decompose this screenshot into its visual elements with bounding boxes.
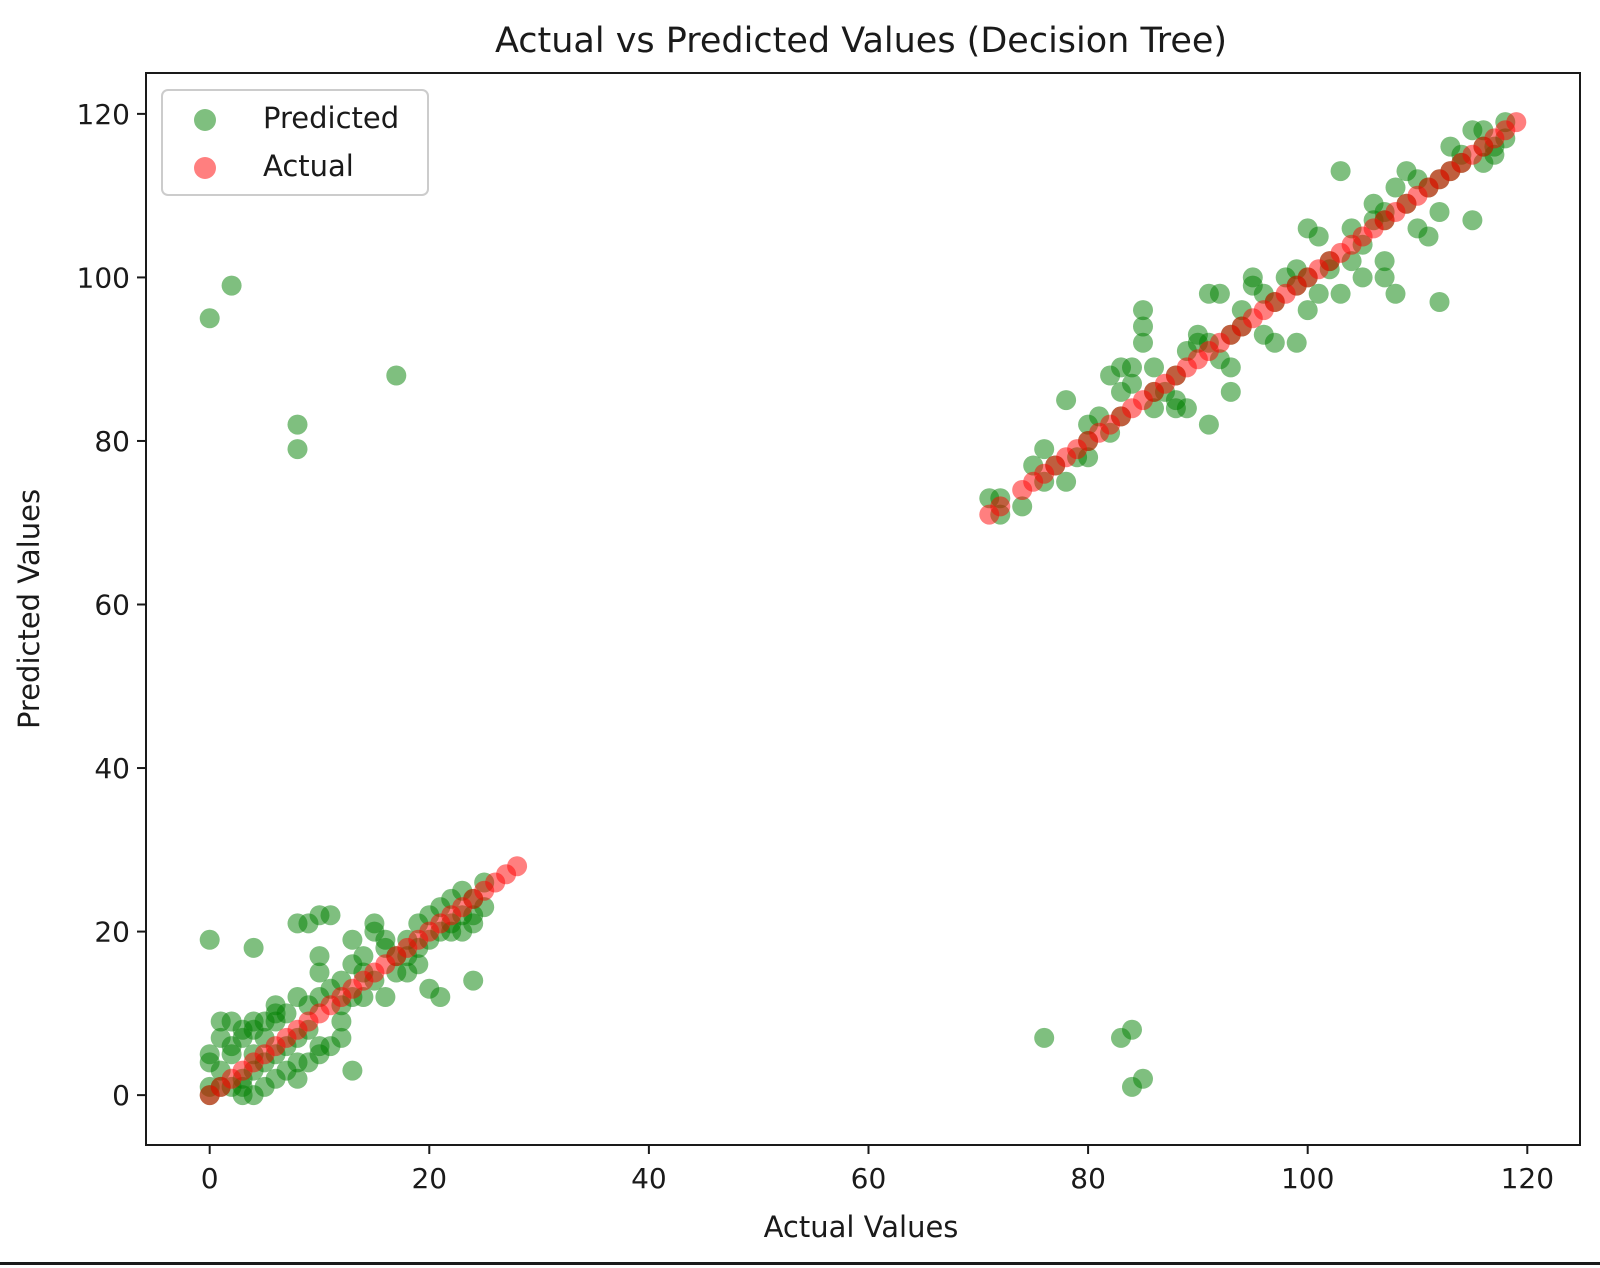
chart-title: Actual vs Predicted Values (Decision Tre… bbox=[495, 21, 1227, 61]
predicted-point bbox=[353, 946, 374, 967]
x-axis-label: Actual Values bbox=[764, 1210, 959, 1244]
y-tick-label: 120 bbox=[77, 98, 130, 131]
y-tick-label: 100 bbox=[77, 261, 130, 294]
predicted-point bbox=[1374, 267, 1395, 288]
legend-label-predicted: Predicted bbox=[263, 101, 399, 135]
predicted-point bbox=[309, 946, 330, 967]
predicted-point bbox=[1220, 381, 1241, 402]
legend: Predicted Actual bbox=[161, 89, 429, 196]
predicted-point bbox=[1056, 471, 1077, 492]
predicted-point bbox=[1122, 373, 1142, 394]
predicted-point bbox=[243, 937, 264, 958]
predicted-point bbox=[1429, 292, 1450, 312]
bottom-border bbox=[0, 1262, 1600, 1265]
actual-point bbox=[990, 496, 1011, 517]
predicted-point bbox=[1144, 357, 1164, 378]
predicted-point bbox=[1034, 1027, 1055, 1048]
legend-marker-predicted bbox=[194, 109, 216, 131]
predicted-point bbox=[1133, 1068, 1153, 1089]
predicted-point bbox=[265, 995, 286, 1016]
predicted-point bbox=[1209, 283, 1230, 304]
predicted-point bbox=[1418, 226, 1439, 247]
predicted-point bbox=[1385, 177, 1406, 198]
predicted-point bbox=[331, 1027, 352, 1048]
predicted-point bbox=[1330, 283, 1351, 304]
predicted-point bbox=[1352, 267, 1373, 288]
y-tick-label: 60 bbox=[94, 589, 130, 622]
predicted-point bbox=[1220, 357, 1241, 378]
predicted-point bbox=[309, 1036, 330, 1057]
predicted-point bbox=[1056, 390, 1077, 411]
predicted-point bbox=[309, 962, 330, 983]
x-tick-label: 40 bbox=[631, 1162, 667, 1195]
predicted-point bbox=[1133, 316, 1153, 337]
predicted-point bbox=[342, 929, 363, 950]
predicted-point bbox=[1330, 161, 1351, 182]
predicted-point bbox=[1429, 202, 1450, 222]
x-tick-label: 120 bbox=[1501, 1162, 1554, 1195]
x-tick-label: 20 bbox=[411, 1162, 447, 1195]
predicted-point bbox=[331, 1011, 352, 1032]
legend-label-actual: Actual bbox=[263, 149, 354, 183]
points-layer bbox=[199, 112, 1527, 1106]
predicted-point bbox=[287, 1068, 308, 1089]
x-tick-label: 80 bbox=[1070, 1162, 1106, 1195]
predicted-point bbox=[199, 308, 220, 329]
x-axis: 0 20 40 60 80 100 120 bbox=[201, 1145, 1554, 1195]
y-tick-label: 80 bbox=[94, 425, 130, 458]
predicted-point bbox=[1264, 332, 1285, 353]
predicted-point bbox=[375, 929, 396, 950]
predicted-point bbox=[1308, 226, 1329, 247]
predicted-point bbox=[199, 929, 220, 950]
legend-marker-actual bbox=[194, 157, 216, 179]
predicted-point bbox=[1122, 357, 1142, 378]
predicted-point bbox=[1122, 1019, 1142, 1040]
predicted-point bbox=[221, 1044, 242, 1065]
predicted-point bbox=[1198, 414, 1219, 435]
predicted-point bbox=[430, 987, 451, 1007]
predicted-point bbox=[1297, 300, 1318, 321]
predicted-point bbox=[320, 905, 341, 926]
predicted-point bbox=[1133, 300, 1153, 321]
predicted-point bbox=[1462, 210, 1483, 231]
predicted-point bbox=[1374, 251, 1395, 272]
predicted-point bbox=[1308, 283, 1329, 304]
actual-point bbox=[507, 856, 528, 877]
predicted-point bbox=[287, 414, 308, 435]
y-axis: 0 20 40 60 80 100 120 bbox=[77, 98, 146, 1112]
actual-point bbox=[1506, 112, 1527, 133]
predicted-point bbox=[463, 970, 484, 991]
predicted-point bbox=[287, 987, 308, 1007]
x-tick-label: 60 bbox=[851, 1162, 887, 1195]
predicted-point bbox=[232, 1027, 253, 1048]
predicted-point bbox=[287, 439, 308, 460]
y-tick-label: 40 bbox=[94, 752, 130, 785]
predicted-point bbox=[386, 365, 407, 386]
y-tick-label: 20 bbox=[94, 916, 130, 949]
legend-box bbox=[161, 89, 429, 196]
x-tick-label: 0 bbox=[201, 1162, 219, 1195]
y-tick-label: 0 bbox=[112, 1079, 130, 1112]
y-axis-label: Predicted Values bbox=[12, 489, 46, 729]
predicted-point bbox=[1012, 496, 1033, 517]
predicted-point bbox=[375, 987, 396, 1007]
plot-frame bbox=[145, 72, 1581, 1146]
x-tick-label: 100 bbox=[1281, 1162, 1334, 1195]
predicted-point bbox=[1176, 398, 1197, 419]
predicted-point bbox=[243, 1011, 264, 1032]
predicted-point bbox=[1034, 439, 1055, 460]
predicted-point bbox=[1385, 283, 1406, 304]
predicted-point bbox=[1286, 332, 1307, 353]
predicted-point bbox=[221, 275, 242, 296]
predicted-point bbox=[1133, 332, 1153, 353]
plot-area bbox=[145, 72, 1581, 1146]
predicted-point bbox=[342, 1060, 363, 1081]
